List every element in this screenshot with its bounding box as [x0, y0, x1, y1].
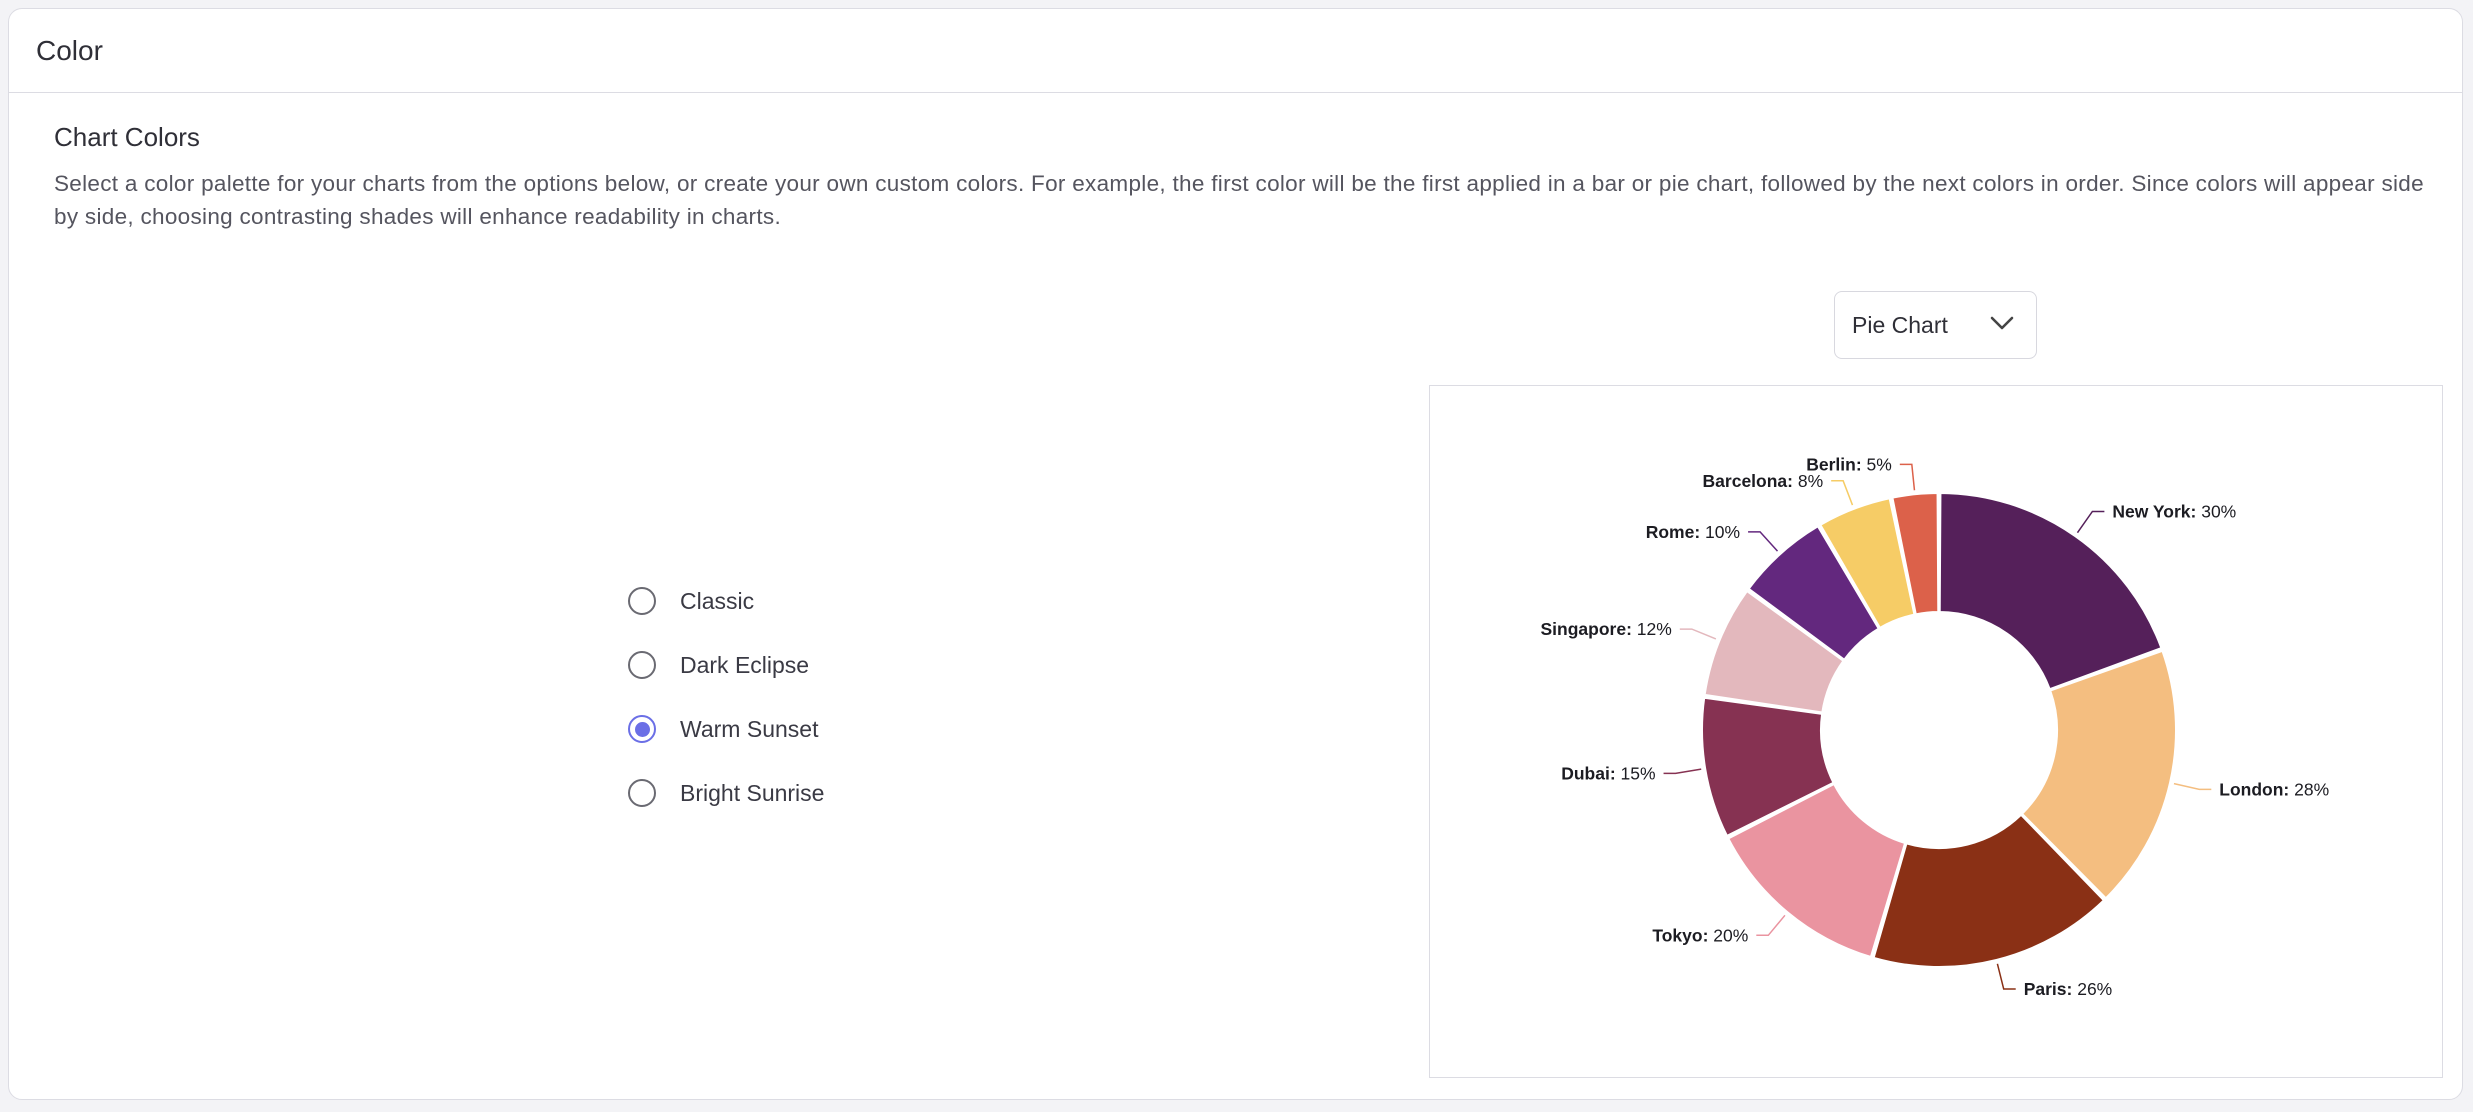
palette-option-bright-sunrise[interactable]: Bright Sunrise: [628, 761, 824, 825]
slice-paris: [1872, 813, 2105, 968]
leader-line: [1748, 531, 1779, 552]
leader-line: [2076, 510, 2105, 534]
leader-line: [1679, 628, 1717, 640]
slice-london: [2021, 649, 2177, 900]
section-title: Chart Colors: [54, 122, 200, 152]
data-label: Rome: 10%: [1646, 522, 1740, 542]
chevron-down-icon: [1990, 316, 2014, 330]
slice-tokyo: [1727, 782, 1907, 958]
palette-radio-group: Classic Dark Eclipse Warm Sunset Bright …: [628, 569, 824, 825]
section-description: Select a color palette for your charts f…: [54, 171, 2424, 229]
palette-option-label: Bright Sunrise: [680, 779, 825, 806]
data-label: London: 28%: [2219, 779, 2329, 799]
chart-type-select[interactable]: Pie Chart: [1834, 291, 2037, 359]
data-label: Barcelona: 8%: [1703, 471, 1824, 491]
data-label: Paris: 26%: [2024, 979, 2113, 999]
leader-line: [1831, 480, 1854, 506]
palette-option-label: Warm Sunset: [680, 715, 819, 742]
data-label: New York: 30%: [2112, 501, 2236, 521]
radio-button[interactable]: [628, 779, 656, 807]
leader-line: [1996, 963, 2016, 990]
radio-dot: [634, 721, 650, 737]
data-label: Tokyo: 20%: [1652, 925, 1748, 945]
slice-new-york: [1938, 492, 2163, 691]
slice-berlin: [1891, 492, 1940, 616]
slice-barcelona: [1819, 497, 1916, 629]
data-label: Berlin: 5%: [1806, 454, 1892, 474]
slice-rome: [1747, 525, 1880, 661]
palette-option-label: Dark Eclipse: [680, 651, 810, 678]
radio-button-selected[interactable]: [628, 715, 656, 743]
slice-singapore: [1703, 590, 1845, 714]
leader-line: [2173, 782, 2212, 791]
palette-option-warm-sunset[interactable]: Warm Sunset: [628, 697, 824, 761]
radio-button[interactable]: [628, 651, 656, 679]
leader-line: [1663, 768, 1702, 775]
radio-button[interactable]: [628, 587, 656, 615]
palette-option-classic[interactable]: Classic: [628, 569, 824, 633]
chart-preview: New York: 30% London: 28% Paris: 26% Tokyo:…: [1429, 385, 2443, 1078]
color-settings-card: Color Chart Colors Select a color palett…: [8, 8, 2463, 1100]
slice-dubai: [1701, 696, 1835, 837]
leader-line: [1899, 463, 1916, 491]
card-title: Color: [9, 9, 2462, 93]
leader-line: [1756, 914, 1786, 937]
palette-option-dark-eclipse[interactable]: Dark Eclipse: [628, 633, 824, 697]
donut-chart: New York: 30% London: 28% Paris: 26% Tokyo:…: [1541, 454, 2330, 999]
data-label: Dubai: 15%: [1561, 763, 1655, 783]
palette-option-label: Classic: [680, 587, 755, 614]
data-label: Singapore: 12%: [1541, 619, 1672, 639]
chart-type-select-value: Pie Chart: [1852, 311, 1948, 338]
